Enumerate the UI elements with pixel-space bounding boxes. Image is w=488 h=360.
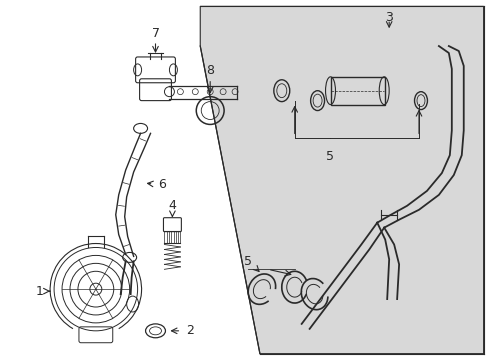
Text: 2: 2 [186, 324, 194, 337]
Text: 7: 7 [151, 27, 159, 40]
Text: 5: 5 [244, 255, 251, 268]
Text: 8: 8 [206, 64, 214, 77]
Bar [330, 77, 385, 105]
Text: 3: 3 [385, 11, 392, 24]
Text: 6: 6 [158, 179, 166, 192]
Text: 5: 5 [325, 150, 333, 163]
Polygon shape [200, 6, 483, 354]
Text: 1: 1 [35, 285, 43, 298]
Text: 4: 4 [168, 199, 176, 212]
